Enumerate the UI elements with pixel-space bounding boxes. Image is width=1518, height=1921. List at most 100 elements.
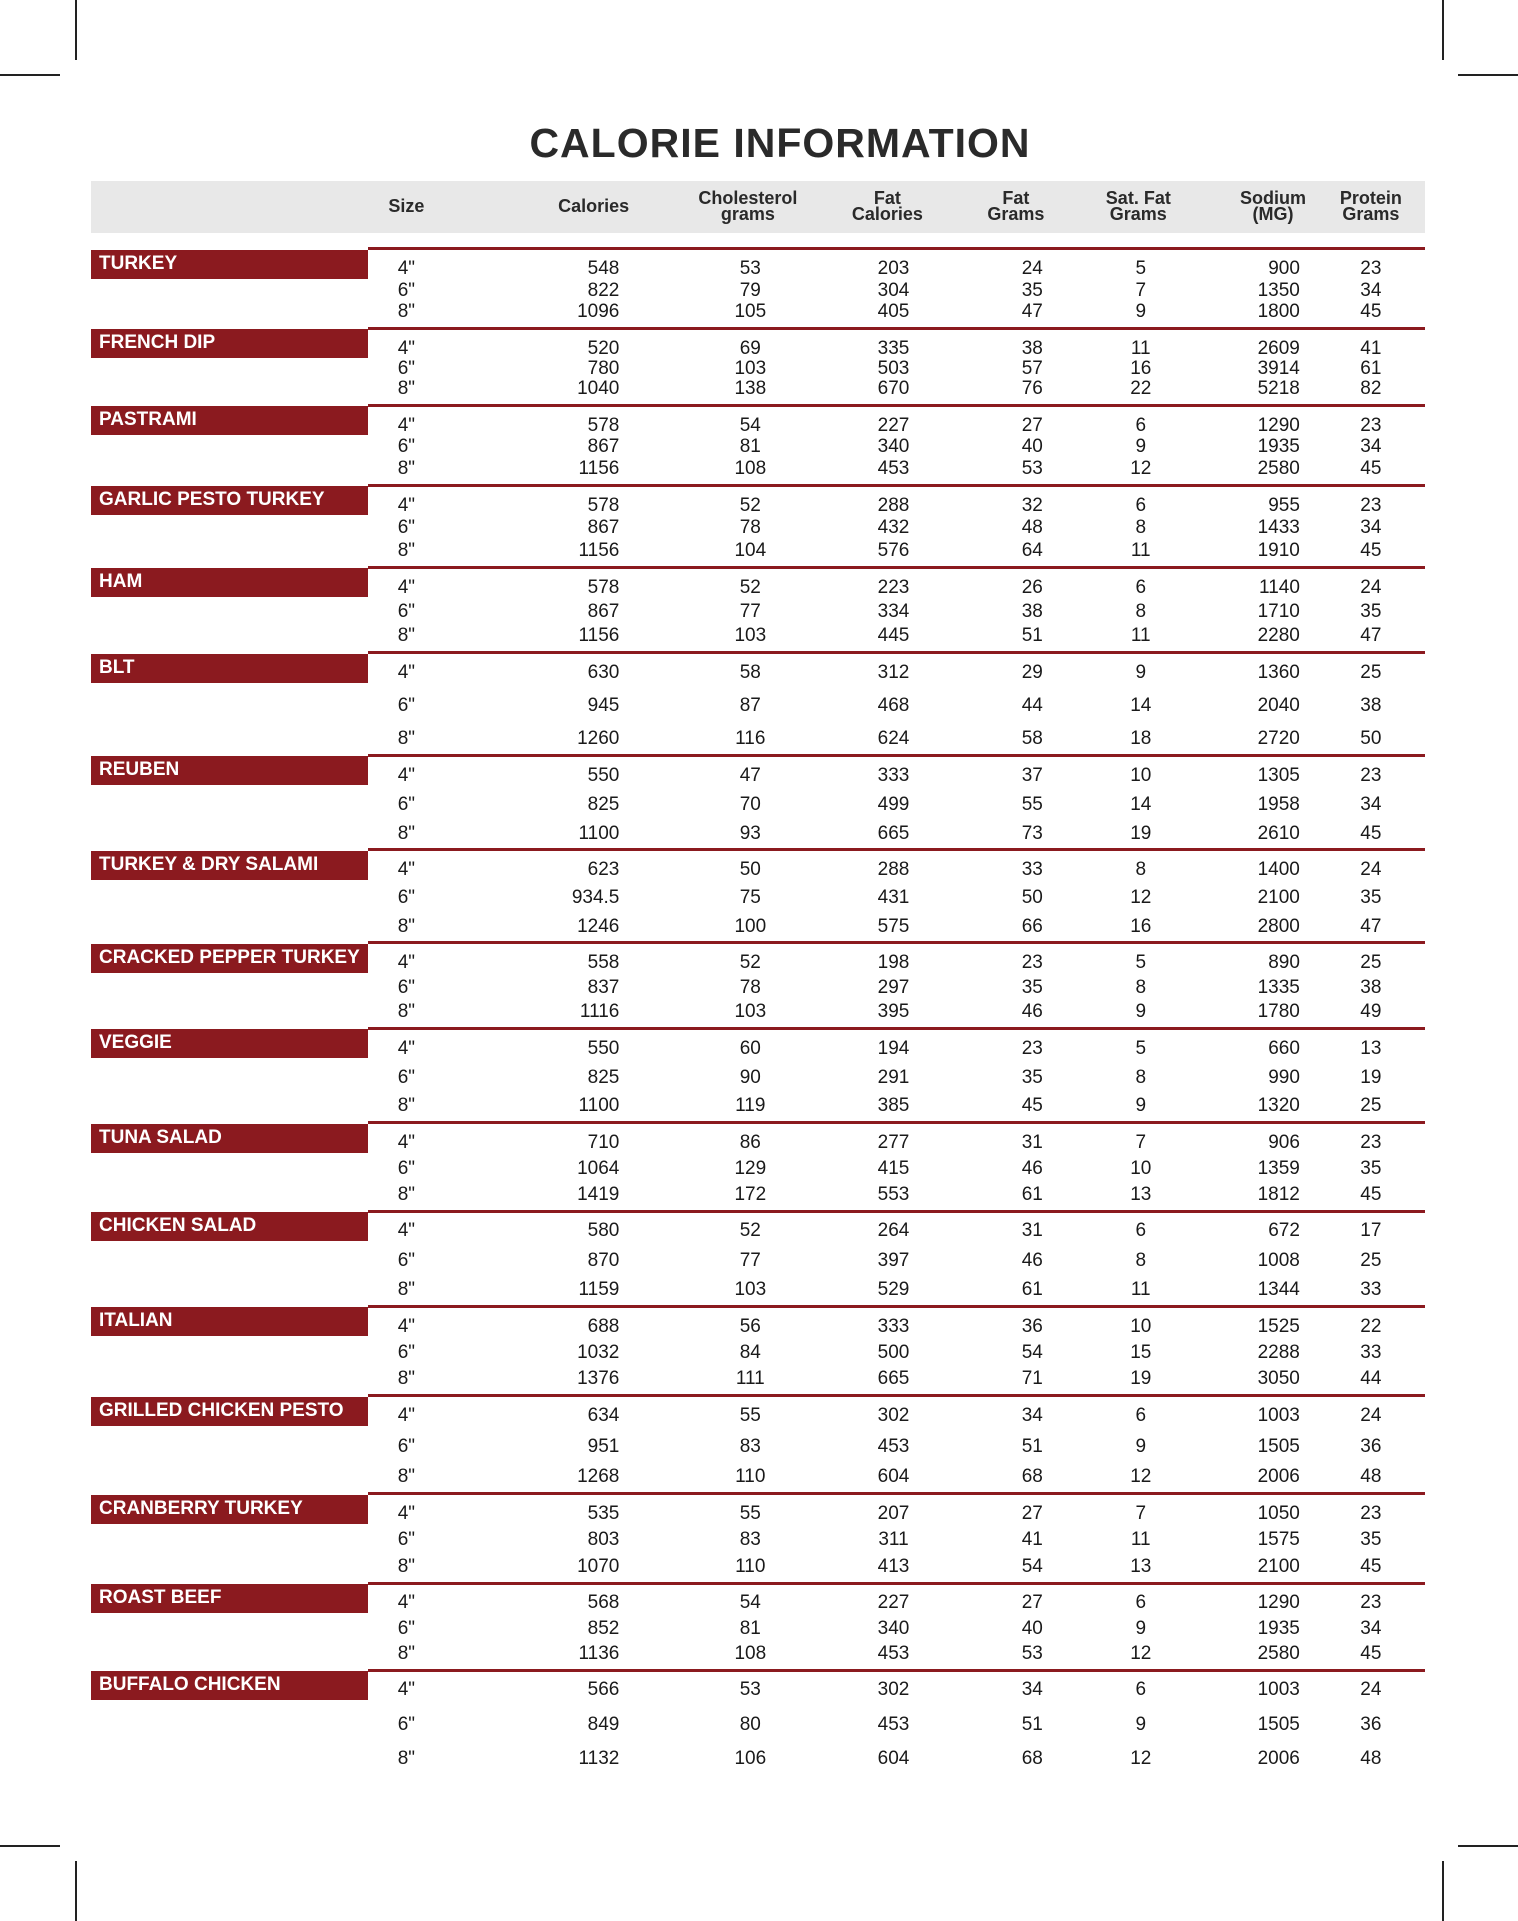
- table-cell: 1050: [1257, 1503, 1300, 1525]
- table-cell: 566: [587, 1679, 620, 1701]
- table-cell: 4": [397, 1220, 416, 1242]
- table-cell: 6": [397, 358, 416, 380]
- table-cell: 8": [397, 301, 416, 323]
- table-cell: 9: [1135, 1435, 1147, 1457]
- table-cell: 110: [735, 1555, 766, 1577]
- table-cell: 1359: [1257, 1157, 1300, 1179]
- table-cell: 52: [739, 1220, 761, 1242]
- table-cell: 23: [1360, 494, 1382, 516]
- table-cell: 311: [878, 1529, 909, 1551]
- table-cell: 77: [739, 1249, 761, 1271]
- table-cell: 27: [1021, 1503, 1043, 1525]
- section-name: FRENCH DIP: [91, 329, 368, 359]
- column-header: Calories: [558, 195, 630, 216]
- table-cell: 4": [397, 1315, 416, 1337]
- table-cell: 550: [587, 1037, 620, 1059]
- table-cell: 4": [397, 1503, 416, 1525]
- column-header: Sodium (MG): [1239, 187, 1306, 224]
- table-cell: 630: [587, 662, 620, 684]
- table-cell: 34: [1360, 436, 1382, 458]
- table-cell: 44: [1021, 695, 1043, 717]
- table-cell: 1290: [1257, 1592, 1300, 1614]
- table-cell: 849: [587, 1713, 620, 1735]
- table-cell: 1320: [1257, 1095, 1300, 1117]
- section-name: REUBEN: [91, 756, 368, 786]
- table-cell: 45: [1360, 301, 1382, 323]
- table-cell: 1096: [577, 301, 620, 323]
- table-cell: 8": [397, 1001, 416, 1023]
- table-cell: 453: [877, 457, 910, 479]
- table-cell: 104: [734, 539, 767, 561]
- section-name: PASTRAMI: [91, 406, 368, 436]
- table-cell: 4": [397, 1037, 416, 1059]
- table-cell: 26: [1021, 576, 1043, 598]
- table-cell: 110: [735, 1466, 766, 1488]
- table-cell: 529: [877, 1279, 910, 1301]
- table-cell: 867: [587, 436, 620, 458]
- table-cell: 103: [734, 1279, 767, 1301]
- table-cell: 93: [739, 822, 761, 844]
- table-cell: 5: [1135, 1037, 1147, 1059]
- crop-mark: [0, 74, 60, 76]
- table-cell: 57: [1021, 358, 1043, 380]
- table-cell: 12: [1130, 887, 1152, 909]
- section-rule: [368, 1305, 1425, 1308]
- table-cell: 58: [1021, 728, 1043, 750]
- table-cell: 35: [1360, 1157, 1382, 1179]
- table-cell: 18: [1130, 728, 1152, 750]
- table-cell: 35: [1021, 279, 1043, 301]
- section-name: GRILLED CHICKEN PESTO: [91, 1396, 368, 1426]
- table-cell: 2100: [1257, 1555, 1300, 1577]
- table-cell: 52: [739, 494, 761, 516]
- table-cell: 33: [1021, 859, 1043, 881]
- crop-mark: [75, 0, 77, 60]
- section-rule: [368, 1668, 1425, 1672]
- table-cell: 25: [1360, 1095, 1382, 1117]
- table-cell: 12: [1130, 1642, 1152, 1664]
- section-name: CRANBERRY TURKEY: [91, 1494, 368, 1524]
- column-header: Size: [388, 195, 425, 216]
- table-cell: 4": [397, 859, 416, 881]
- table-cell: 22: [1130, 378, 1152, 400]
- table-cell: 36: [1021, 1315, 1043, 1337]
- table-cell: 24: [1360, 859, 1382, 881]
- table-cell: 38: [1021, 601, 1043, 622]
- table-cell: 75: [739, 887, 761, 909]
- table-cell: 1100: [578, 1095, 620, 1117]
- section-rule: [368, 754, 1425, 758]
- table-cell: 288: [877, 859, 910, 881]
- section-rule: [368, 565, 1425, 569]
- table-cell: 31: [1021, 1132, 1043, 1154]
- table-cell: 52: [739, 952, 761, 974]
- table-cell: 1003: [1257, 1405, 1300, 1427]
- table-cell: 395: [877, 1001, 910, 1023]
- table-cell: 1156: [578, 539, 620, 561]
- table-cell: 7: [1135, 1503, 1147, 1525]
- table-cell: 8": [397, 915, 416, 937]
- column-header: Fat Calories: [851, 187, 923, 224]
- table-cell: 624: [877, 728, 910, 750]
- table-cell: 1132: [578, 1747, 620, 1769]
- table-cell: 4": [397, 1132, 416, 1154]
- column-header: Cholesterol grams: [698, 187, 798, 224]
- table-cell: 7: [1135, 279, 1147, 301]
- table-cell: 6": [397, 793, 416, 815]
- table-cell: 825: [587, 1066, 620, 1088]
- table-cell: 550: [587, 765, 620, 787]
- table-cell: 6: [1135, 414, 1147, 436]
- table-cell: 576: [877, 539, 910, 561]
- table-cell: 48: [1360, 1747, 1382, 1769]
- table-cell: 990: [1268, 1066, 1300, 1088]
- table-cell: 50: [739, 859, 761, 881]
- table-cell: 46: [1021, 1157, 1043, 1179]
- table-cell: 8": [397, 539, 416, 561]
- table-cell: 51: [1021, 1435, 1043, 1457]
- table-cell: 672: [1268, 1220, 1300, 1242]
- table-cell: 335: [877, 337, 910, 359]
- table-cell: 340: [877, 1617, 910, 1639]
- table-cell: 1780: [1257, 1001, 1300, 1023]
- table-cell: 415: [877, 1157, 910, 1179]
- table-cell: 19: [1130, 1368, 1152, 1390]
- table-cell: 53: [739, 1679, 761, 1701]
- table-cell: 8: [1135, 1066, 1147, 1088]
